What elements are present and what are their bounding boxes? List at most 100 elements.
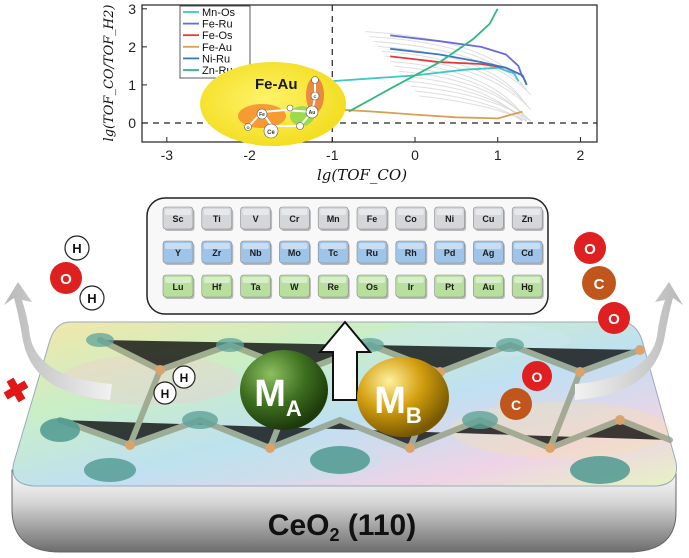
y-tick-label: 1	[128, 77, 136, 93]
svg-text:O: O	[584, 241, 596, 258]
inset-atom-ce-label: Ce	[267, 130, 275, 136]
element-tile-co: Co	[395, 206, 428, 231]
svg-text:Pd: Pd	[444, 248, 456, 258]
metal-b-atom: MB	[357, 357, 449, 437]
element-tile-fe: Fe	[356, 206, 389, 231]
element-tile-sc: Sc	[162, 206, 195, 231]
svg-text:Co: Co	[405, 214, 417, 224]
element-tile-ti: Ti	[201, 206, 234, 231]
inset-atom-o-right	[296, 122, 304, 130]
co2-molecule: O C O	[574, 232, 630, 334]
x-tick-label: -3	[161, 147, 174, 163]
y-axis-title: lg(TOF_CO/TOF_H2)	[102, 5, 117, 142]
legend-entry: Mn-Os	[202, 7, 236, 19]
svg-text:C: C	[511, 397, 521, 413]
x-tick-label: -1	[326, 147, 339, 163]
svg-text:H: H	[72, 241, 81, 256]
inset-atom-ce	[263, 123, 279, 139]
x-axis-title: lg(TOF_CO)	[317, 166, 407, 184]
element-tile-au: Au	[473, 274, 505, 299]
y-tick-label: 2	[128, 39, 136, 55]
co2-c	[582, 266, 616, 300]
element-tile-rh: Rh	[395, 240, 428, 265]
legend-entry: Ni-Ru	[202, 53, 230, 65]
svg-text:V: V	[253, 214, 259, 224]
svg-text:C: C	[594, 276, 605, 293]
element-tile-re: Re	[317, 274, 350, 299]
svg-text:Zr: Zr	[212, 248, 221, 258]
substrate-slab	[11, 469, 677, 553]
element-tile-cd: Cd	[511, 240, 544, 265]
svg-text:O: O	[532, 369, 543, 385]
element-tile-tc: Tc	[317, 240, 350, 265]
right-curved-arrow	[575, 282, 683, 400]
y-tick-label: 0	[128, 115, 136, 131]
y-tick-label: 3	[128, 1, 136, 17]
element-tile-cr: Cr	[279, 206, 311, 231]
series-line-fe-au	[340, 108, 523, 120]
svg-text:Hf: Hf	[212, 282, 222, 292]
inset-atom-o-top	[311, 76, 319, 84]
chart-ticks: -3 -2 -1 0 1 2 0 1 2 3	[128, 1, 584, 163]
element-tile-w: W	[279, 274, 311, 299]
svg-text:Zn: Zn	[522, 214, 533, 224]
inset-atom-o-left	[244, 123, 252, 131]
metal-a-label: MA	[254, 373, 302, 421]
metal-b-label: MB	[374, 380, 422, 428]
element-tile-hg: Hg	[511, 274, 544, 299]
svg-text:Fe: Fe	[367, 214, 378, 224]
h2-atom-bottom	[153, 381, 177, 405]
element-tile-ag: Ag	[473, 240, 505, 265]
svg-text:Ir: Ir	[408, 282, 415, 292]
element-tile-zr: Zr	[201, 240, 234, 265]
series-line-ni-ru	[390, 47, 528, 86]
svg-text:Ta: Ta	[251, 282, 262, 292]
water-o	[50, 262, 82, 294]
svg-text:Rh: Rh	[405, 248, 417, 258]
svg-text:Tc: Tc	[328, 248, 338, 258]
inset-label: Fe-Au	[255, 76, 298, 93]
series-line-fe-ru	[390, 34, 524, 78]
svg-text:Sc: Sc	[172, 214, 183, 224]
svg-text:Ni: Ni	[445, 214, 454, 224]
element-tile-pd: Pd	[434, 240, 467, 265]
svg-text:W: W	[290, 282, 299, 292]
legend-entry: Fe-Os	[202, 30, 233, 42]
x-tick-label: -2	[243, 147, 256, 163]
inset-atom-au	[305, 105, 319, 119]
inset-atom-o-mid	[286, 104, 294, 112]
inset-atom-c	[310, 91, 320, 101]
element-tile-nb: Nb	[240, 240, 273, 265]
element-tile-v: V	[240, 206, 273, 231]
element-tile-y: Y	[162, 240, 195, 265]
inset-atom-au-label: Au	[309, 110, 316, 116]
svg-text:Cr: Cr	[289, 214, 299, 224]
tof-chart: -3 -2 -1 0 1 2 0 1 2 3 lg(TOF_CO) lg(TOF_CO/TOF_H…	[102, 1, 598, 184]
left-curved-arrow	[4, 282, 112, 400]
substrate-label: CeO2 (110)	[268, 509, 416, 545]
metal-a-atom: MA	[240, 350, 328, 430]
series-line-zn-ru	[348, 8, 499, 113]
element-tile-cu: Cu	[473, 206, 505, 231]
water-h-top	[64, 235, 90, 261]
svg-text:Mo: Mo	[288, 248, 301, 258]
element-tile-pt: Pt	[434, 274, 467, 299]
inset-atom-o-left-label: O	[246, 125, 249, 130]
svg-text:Au: Au	[482, 282, 494, 292]
svg-text:H: H	[180, 371, 189, 385]
water-h-bottom	[79, 285, 105, 311]
svg-text:H: H	[87, 291, 96, 306]
svg-text:Hg: Hg	[521, 282, 533, 292]
inset-atom-c-label: C	[314, 94, 317, 99]
co-o	[522, 361, 552, 391]
svg-text:Ti: Ti	[213, 214, 221, 224]
legend-entry: Fe-Au	[202, 42, 232, 54]
series-line-mn-os	[332, 66, 520, 82]
periodic-table-grid: Sc Ti V Cr Mn Fe Co Ni Cu Zn Y Zr Nb Mo Tc Ru Rh Pd Ag Cd Lu…	[162, 206, 544, 299]
element-tile-ta: Ta	[240, 274, 273, 299]
svg-text:Y: Y	[175, 248, 181, 258]
h2-atom-top	[172, 365, 196, 389]
selection-up-arrow	[317, 320, 373, 401]
element-tile-lu: Lu	[162, 274, 195, 299]
